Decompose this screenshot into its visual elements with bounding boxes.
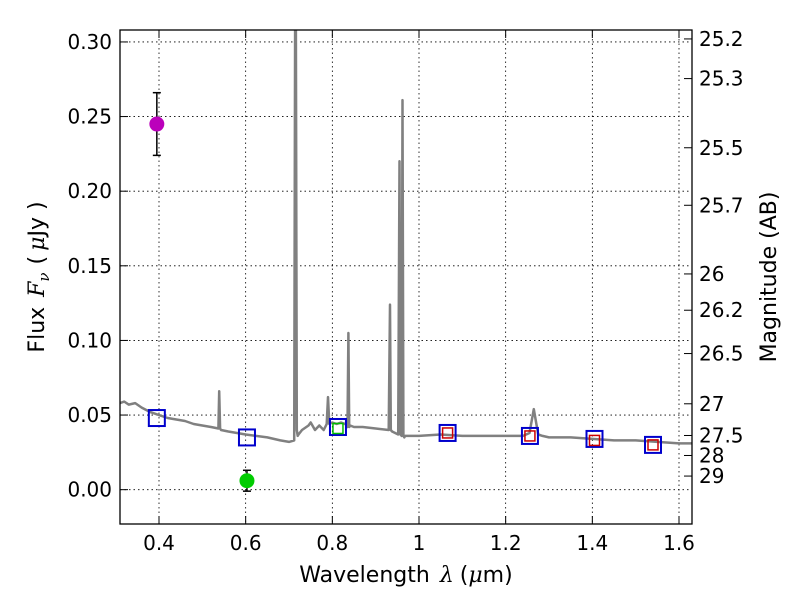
upper-limit-square [524, 430, 536, 442]
mag-tick-label: 27.5 [699, 423, 744, 447]
upper-limit-square [441, 427, 454, 439]
model-band-square [438, 423, 457, 442]
model-band-square [147, 409, 166, 428]
upper-limit-square [332, 422, 344, 435]
x-tick-label: 0.6 [230, 531, 262, 555]
x-tick-label: 1 [413, 531, 426, 555]
model-band-square [328, 417, 347, 436]
model-band-square [644, 435, 662, 454]
x-tick-label: 1.6 [663, 531, 695, 555]
y-tick-label: 0.30 [67, 30, 112, 54]
data-layer [120, 30, 692, 492]
y-tick-label: 0.10 [67, 328, 112, 352]
model-band-square [585, 429, 604, 448]
mag-tick-label: 27 [699, 392, 724, 416]
model-band-square [237, 428, 256, 447]
mag-tick-label: 25.2 [699, 27, 744, 51]
x-tick-label: 0.4 [143, 531, 175, 555]
y-tick-label: 0.20 [67, 179, 112, 203]
mag-tick-label: 28 [699, 443, 724, 467]
photometry-point [149, 116, 165, 132]
y-tick-label: 0.15 [67, 254, 112, 278]
ticks: 0.4 0.6 0.8 1 1.2 1.4 1.6 0.00 0.05 0.10 0.15 0.20 0… [67, 27, 743, 555]
mag-tick-label: 29 [699, 464, 724, 488]
model-band-square [520, 426, 539, 445]
x-axis-label: Wavelength λ (μm) [299, 563, 512, 588]
y2-axis-label: Magnitude (AB) [757, 192, 782, 363]
photometry-point [239, 473, 255, 489]
mag-tick-label: 26.5 [699, 342, 744, 366]
mag-tick-label: 25.7 [699, 193, 744, 217]
upper-limit-square [647, 439, 659, 451]
plot-frame [119, 29, 693, 525]
grid [120, 30, 692, 524]
upper-limit-square [588, 434, 601, 447]
y-tick-label: 0.00 [67, 478, 112, 502]
x-tick-label: 0.8 [316, 531, 348, 555]
x-tick-label: 1.4 [576, 531, 608, 555]
mag-tick-label: 26.2 [699, 298, 744, 322]
y-axis-label: FluxFν(μJy ) [25, 201, 53, 352]
mag-tick-label: 26 [699, 262, 724, 286]
y-tick-label: 0.05 [67, 403, 112, 427]
mag-tick-label: 25.3 [699, 67, 744, 91]
x-tick-label: 1.2 [490, 531, 522, 555]
mag-tick-label: 25.5 [699, 136, 744, 160]
y-tick-label: 0.25 [67, 105, 112, 129]
